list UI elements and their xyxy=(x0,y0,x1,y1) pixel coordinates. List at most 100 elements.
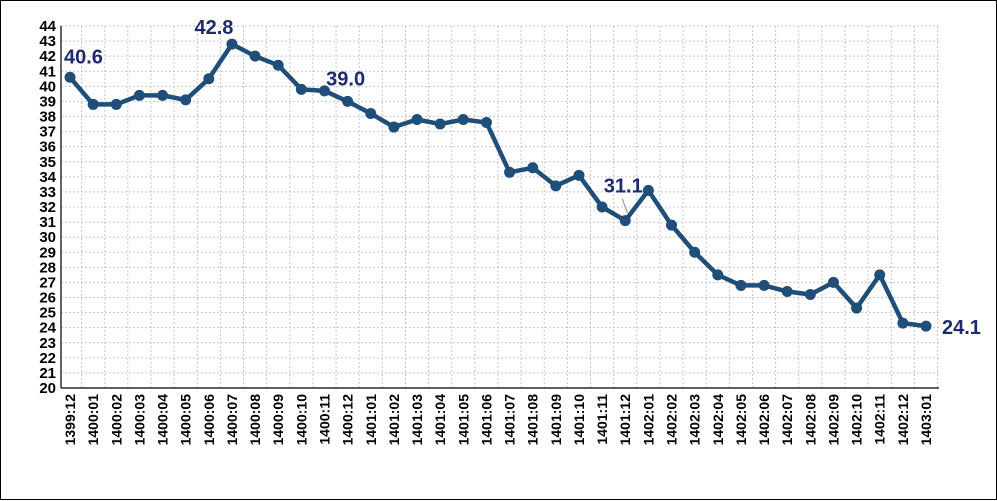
x-tick-label: 1400:02 xyxy=(108,394,124,446)
data-point xyxy=(157,89,169,101)
y-tick-label: 31 xyxy=(39,214,56,231)
x-tick-label: 1402:09 xyxy=(825,394,841,446)
x-tick-label: 1402:10 xyxy=(849,394,865,446)
y-tick-label: 42 xyxy=(39,48,56,65)
y-tick-label: 23 xyxy=(39,335,56,352)
x-tick-label: 1401:07 xyxy=(502,394,518,446)
data-point xyxy=(781,285,793,297)
x-tick-label: 1401:09 xyxy=(548,394,564,446)
data-point xyxy=(758,279,770,291)
data-point xyxy=(735,279,747,291)
data-point xyxy=(110,98,122,110)
data-point xyxy=(920,320,932,332)
y-tick-label: 32 xyxy=(39,199,56,216)
data-label: 39.0 xyxy=(326,68,365,90)
x-tick-label: 1401:05 xyxy=(455,394,471,446)
y-tick-label: 39 xyxy=(39,93,56,110)
data-point xyxy=(550,180,562,192)
data-point xyxy=(897,317,909,329)
series-points xyxy=(64,38,932,332)
data-point xyxy=(596,201,608,213)
x-tick-label: 1402:02 xyxy=(664,394,680,446)
x-tick-label: 1403:01 xyxy=(918,394,934,446)
y-tick-label: 44 xyxy=(39,18,56,35)
data-point xyxy=(133,89,145,101)
y-tick-label: 35 xyxy=(39,154,56,171)
data-point xyxy=(318,85,330,97)
y-tick-label: 24 xyxy=(39,320,56,337)
data-point xyxy=(480,117,492,129)
data-point xyxy=(87,98,99,110)
y-tick-label: 34 xyxy=(39,169,56,186)
x-tick-label: 1402:03 xyxy=(687,394,703,446)
data-point xyxy=(64,71,76,83)
data-point xyxy=(573,169,585,181)
data-label: 24.1 xyxy=(942,317,981,339)
x-tick-label: 1402:11 xyxy=(872,394,888,445)
y-tick-label: 21 xyxy=(39,365,56,382)
y-axis-ticks: 2021222324252627282930313233343536373839… xyxy=(39,18,56,397)
x-tick-label: 1402:05 xyxy=(733,394,749,446)
data-point xyxy=(434,118,446,130)
x-axis-ticks: 1399:12 1400:01 1400:02 1400:03 1400:04 1400:… xyxy=(62,394,934,446)
y-tick-label: 22 xyxy=(39,350,56,367)
x-tick-label: 1400:10 xyxy=(293,394,309,446)
data-point xyxy=(712,269,724,281)
data-label: 42.8 xyxy=(194,17,233,39)
y-tick-label: 36 xyxy=(39,139,56,156)
data-point xyxy=(804,288,816,300)
label-leader-line xyxy=(621,198,628,213)
y-tick-label: 40 xyxy=(39,78,56,95)
data-point xyxy=(874,269,886,281)
data-point xyxy=(827,276,839,288)
y-tick-label: 20 xyxy=(39,380,56,397)
data-point xyxy=(689,246,701,258)
y-tick-label: 41 xyxy=(39,63,56,80)
data-point xyxy=(342,95,354,107)
data-point xyxy=(180,94,192,106)
x-tick-label: 1400:01 xyxy=(85,394,101,446)
x-tick-label: 1400:06 xyxy=(201,394,217,446)
x-tick-label: 1400:04 xyxy=(155,394,171,446)
x-tick-label: 1400:12 xyxy=(340,394,356,446)
x-tick-label: 1401:08 xyxy=(525,394,541,446)
data-point xyxy=(203,73,215,85)
y-tick-label: 43 xyxy=(39,33,56,50)
y-tick-label: 27 xyxy=(39,274,56,291)
x-tick-label: 1401:10 xyxy=(571,394,587,446)
x-tick-label: 1401:12 xyxy=(617,394,633,446)
x-tick-label: 1401:02 xyxy=(386,394,402,446)
data-point xyxy=(226,38,238,50)
x-tick-label: 1400:09 xyxy=(270,394,286,446)
data-point xyxy=(411,114,423,126)
data-label: 40.6 xyxy=(64,46,103,68)
data-label: 31.1 xyxy=(604,176,643,198)
y-tick-label: 28 xyxy=(39,259,56,276)
y-tick-label: 25 xyxy=(39,305,56,322)
data-point xyxy=(388,121,400,133)
x-tick-label: 1400:05 xyxy=(178,394,194,446)
grid-lines xyxy=(61,25,939,388)
x-tick-label: 1401:11 xyxy=(594,394,610,445)
y-tick-label: 29 xyxy=(39,244,56,261)
x-tick-label: 1400:03 xyxy=(131,394,147,446)
y-tick-label: 38 xyxy=(39,109,56,126)
data-point xyxy=(851,302,863,314)
data-point xyxy=(457,114,469,126)
x-tick-label: 1402:07 xyxy=(779,394,795,446)
x-tick-label: 1399:12 xyxy=(62,394,78,446)
x-tick-label: 1401:04 xyxy=(432,394,448,446)
x-tick-label: 1400:08 xyxy=(247,394,263,446)
data-point xyxy=(619,215,631,227)
x-tick-label: 1401:06 xyxy=(478,394,494,446)
data-point xyxy=(666,219,678,231)
x-tick-label: 1402:08 xyxy=(802,394,818,446)
data-point xyxy=(272,59,284,71)
data-point xyxy=(295,83,307,95)
x-tick-label: 1400:11 xyxy=(316,394,332,445)
y-tick-label: 33 xyxy=(39,184,56,201)
y-tick-label: 30 xyxy=(39,229,56,246)
x-tick-label: 1401:01 xyxy=(363,394,379,446)
